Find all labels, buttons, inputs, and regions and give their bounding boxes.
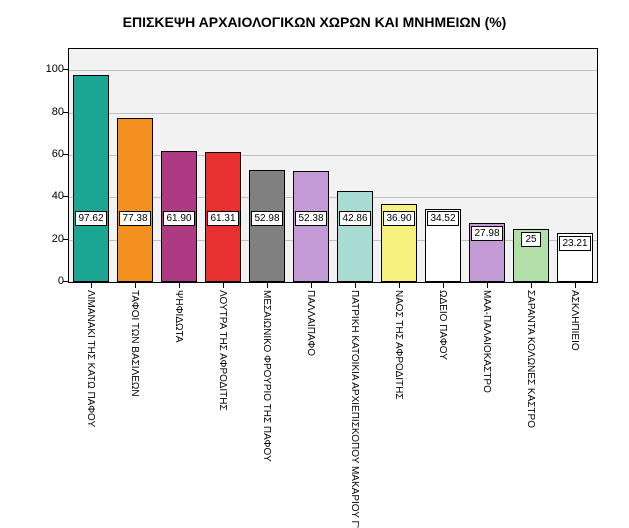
bar-value-label: 61.31 <box>207 211 239 226</box>
y-tick-label: 0 <box>14 275 64 287</box>
bar-value-label: 23.21 <box>559 236 591 251</box>
x-tick-mark <box>355 283 356 288</box>
x-tick-mark <box>487 283 488 288</box>
y-tick-label: 20 <box>14 233 64 245</box>
x-category-label: ΤΑΦΟΙ ΤΩΝ ΒΑΣΙΛΕΩΝ <box>129 290 140 397</box>
x-category-label: ΠΑΛΛΑΙΠΑΦΟ <box>305 290 316 356</box>
x-category-label: ΛΟΥΤΡΑ ΤΗΣ ΑΦΡΟΔΙΤΗΣ <box>217 290 228 411</box>
x-tick-mark <box>91 283 92 288</box>
bar-value-label: 52.98 <box>251 211 283 226</box>
x-tick-mark <box>311 283 312 288</box>
x-tick-mark <box>443 283 444 288</box>
y-tick-label: 100 <box>14 63 64 75</box>
bar-value-label: 27.98 <box>471 226 503 241</box>
bar-value-label: 42.86 <box>339 211 371 226</box>
bar-value-label: 97.62 <box>75 211 107 226</box>
x-category-label: ΜΑΑ-ΠΑΛΑΙΟΚΑΣΤΡΟ <box>481 290 492 393</box>
x-tick-mark <box>531 283 532 288</box>
x-tick-mark <box>223 283 224 288</box>
x-category-label: ΣΑΡΑΝΤΑ ΚΟΛΩΝΕΣ ΚΑΣΤΡΟ <box>525 290 536 428</box>
x-category-label: ΜΕΣΑΙΩΝΙΚΟ ΦΡΟΥΡΙΟ ΤΗΣ ΠΑΦΟΥ <box>261 290 272 462</box>
x-category-label: ΨΗΦΙΔΩΤΑ <box>173 290 184 343</box>
x-category-label: ΝΑΟΣ ΤΗΣ ΑΦΡΟΔΙΤΗΣ <box>393 290 404 400</box>
chart-title: ΕΠΙΣΚΕΨΗ ΑΡΧΑΙΟΛΟΓΙΚΩΝ ΧΩΡΩΝ ΚΑΙ ΜΝΗΜΕΙΩ… <box>0 14 629 30</box>
y-tick-label: 80 <box>14 106 64 118</box>
x-category-label: ΑΣΚΛΗΠΙΕΙΟ <box>569 290 580 351</box>
x-tick-mark <box>135 283 136 288</box>
bar <box>337 191 373 282</box>
x-tick-mark <box>399 283 400 288</box>
bar-value-label: 77.38 <box>119 211 151 226</box>
bar-value-label: 36.90 <box>383 211 415 226</box>
bar <box>117 118 153 282</box>
chart-container: ΕΠΙΣΚΕΨΗ ΑΡΧΑΙΟΛΟΓΙΚΩΝ ΧΩΡΩΝ ΚΑΙ ΜΝΗΜΕΙΩ… <box>0 0 629 504</box>
bar-value-label: 34.52 <box>427 211 459 226</box>
bar-value-label: 61.90 <box>163 211 195 226</box>
x-tick-mark <box>267 283 268 288</box>
bar <box>293 171 329 282</box>
x-category-label: ΠΑΤΡΙΚΗ ΚΑΤΟΙΚΙΑ ΑΡΧΙΕΠΙΣΚΟΠΟΥ ΜΑΚΑΡΙΟΥ … <box>349 290 360 528</box>
x-tick-mark <box>575 283 576 288</box>
plot-area: 97.62 77.38 61.90 61.31 52.98 52.38 42.86 36.90… <box>68 48 598 283</box>
x-tick-mark <box>179 283 180 288</box>
bar <box>73 75 109 282</box>
bar-value-label: 52.38 <box>295 211 327 226</box>
x-category-label: ΩΔΕΙΟ ΠΑΦΟΥ <box>437 290 448 360</box>
bar-value-label: 25 <box>521 232 541 247</box>
x-category-label: ΛΙΜΑΝΑΚΙ ΤΗΣ ΚΑΤΩ ΠΑΦΟΥ <box>85 290 96 427</box>
y-tick-label: 60 <box>14 148 64 160</box>
bars-layer: 97.62 77.38 61.90 61.31 52.98 52.38 42.86 36.90… <box>69 49 597 282</box>
y-tick-label: 40 <box>14 190 64 202</box>
